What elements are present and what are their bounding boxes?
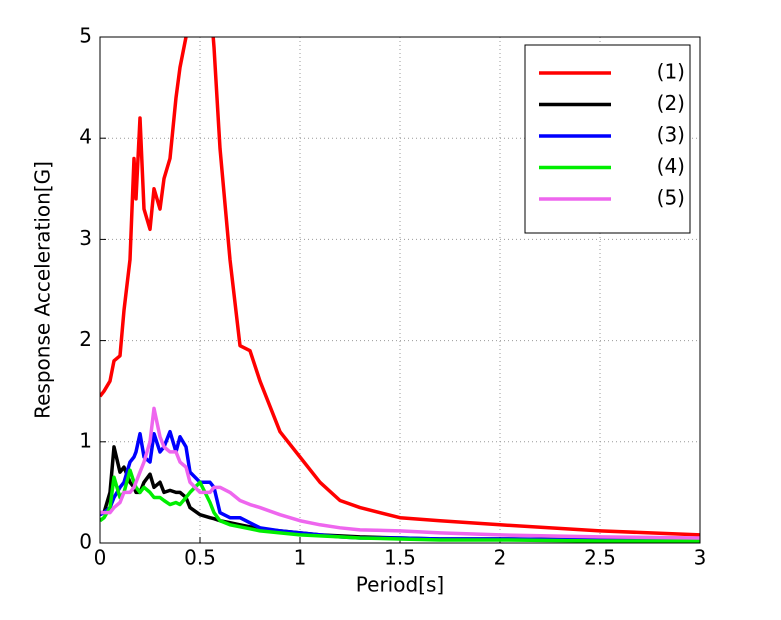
x-tick-label: 0 xyxy=(94,546,107,570)
x-tick-label: 2.5 xyxy=(584,546,616,570)
x-tick-label: 1 xyxy=(294,546,307,570)
y-tick-label: 1 xyxy=(79,428,92,452)
legend-box xyxy=(524,44,691,234)
y-tick-label: 4 xyxy=(79,125,92,149)
y-tick-label: 0 xyxy=(79,530,92,554)
data-line xyxy=(100,468,700,543)
legend-label: (5) xyxy=(657,186,685,210)
legend-label: (2) xyxy=(657,91,685,115)
y-axis-label: Response Acceleration[G] xyxy=(31,161,55,419)
x-tick-label: 2 xyxy=(494,546,507,570)
y-tick-label: 5 xyxy=(79,24,92,48)
y-tick-label: 3 xyxy=(79,226,92,250)
y-tick-label: 2 xyxy=(79,327,92,351)
legend-label: (4) xyxy=(657,154,685,178)
legend: (1) (2) (3) (4) (5) xyxy=(524,44,691,234)
x-tick-label: 1.5 xyxy=(384,546,416,570)
x-tick-label: 3 xyxy=(694,546,707,570)
data-line xyxy=(100,37,700,537)
data-line xyxy=(100,406,700,540)
x-tick-label: 0.5 xyxy=(184,546,216,570)
plot-area xyxy=(100,37,700,543)
x-axis-label: Period[s] xyxy=(356,573,444,597)
legend-label: (1) xyxy=(657,60,685,84)
plot-frame xyxy=(99,36,701,544)
legend-label: (3) xyxy=(657,123,685,147)
